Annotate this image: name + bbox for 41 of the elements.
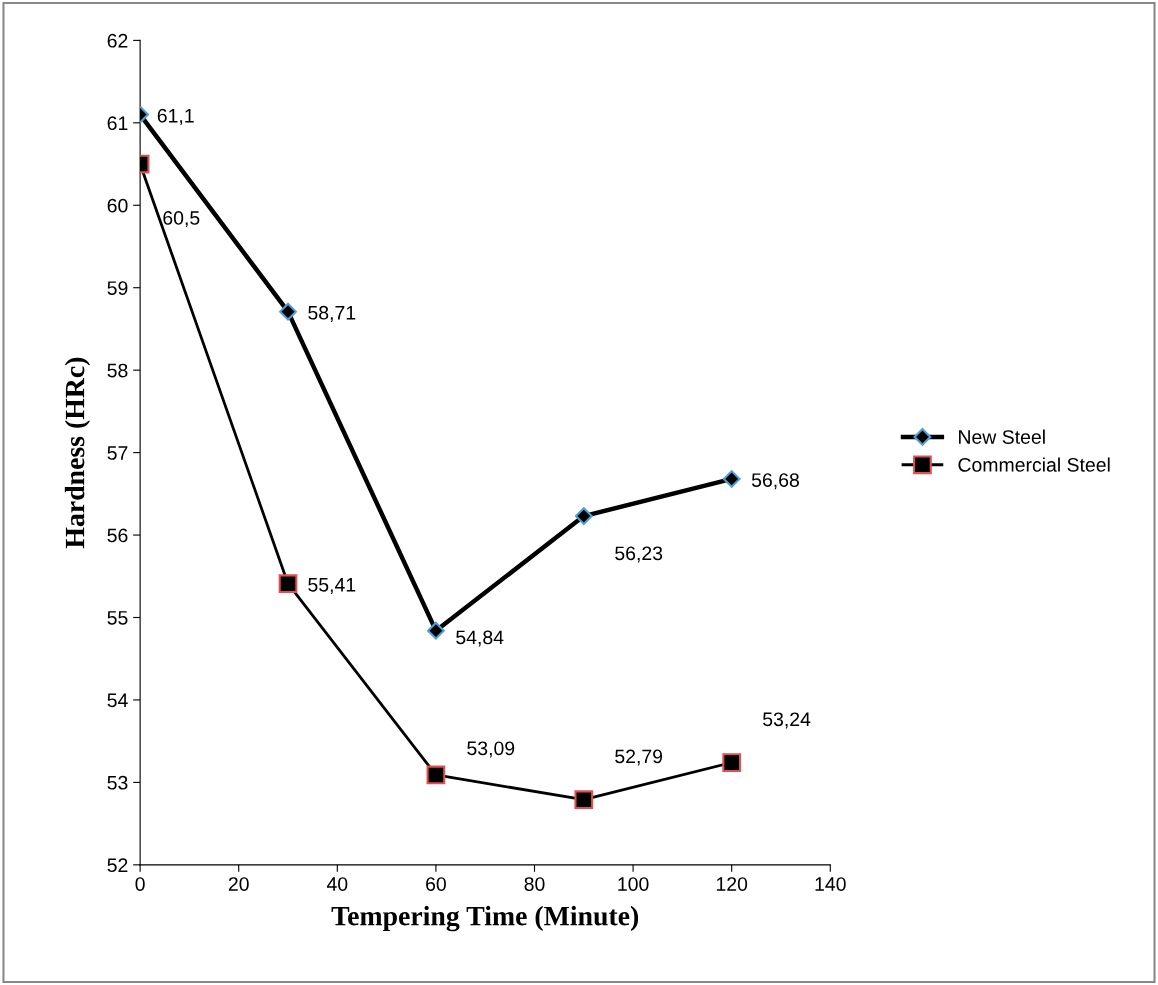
data-label: 56,68 <box>751 473 799 490</box>
point <box>278 574 298 594</box>
x-tick-label: 100 <box>618 877 649 891</box>
y-tick-label: 52 <box>107 858 128 873</box>
x-tick-label: 20 <box>228 877 249 891</box>
y-tick-label: 55 <box>107 611 128 625</box>
y-tick-label: 59 <box>107 281 128 295</box>
y-tick-label: 54 <box>107 693 128 708</box>
x-tick-label: 140 <box>815 877 846 891</box>
x-axis-title: Tempering Time (Minute) <box>331 905 639 932</box>
data-label: 58,71 <box>308 305 356 322</box>
data-label: 60,5 <box>163 211 200 228</box>
point <box>722 753 742 772</box>
y-tick-label: 57 <box>107 446 128 460</box>
x-tick-label: 0 <box>135 877 145 891</box>
point <box>722 470 741 488</box>
x-tick-label: 120 <box>716 877 748 891</box>
x-tick-label: 60 <box>426 877 446 891</box>
y-tick-label: 58 <box>107 363 128 378</box>
y-tick-label: 56 <box>107 528 128 543</box>
y-tick-label: 61 <box>107 116 128 131</box>
legend-label: New Steel <box>959 429 1045 444</box>
data-label: 54,84 <box>456 630 504 647</box>
legend-label: Commercial Steel <box>958 457 1110 472</box>
x-tick-label: 80 <box>524 877 545 891</box>
point <box>279 302 297 321</box>
point <box>574 507 593 525</box>
y-tick-label: 60 <box>107 198 128 213</box>
y-tick-label: 53 <box>107 775 128 790</box>
data-label: 53,09 <box>467 741 515 758</box>
data-label: 53,24 <box>763 712 811 729</box>
data-label: 56,23 <box>615 546 663 563</box>
y-axis-title: Hardness (HRc) <box>64 357 91 549</box>
x-tick-label: 40 <box>326 877 348 891</box>
y-tick-label: 62 <box>107 33 128 48</box>
point <box>426 765 446 785</box>
data-label: 61,1 <box>157 108 194 125</box>
data-label: 55,41 <box>308 578 356 594</box>
point <box>574 790 594 810</box>
data-label: 52,79 <box>615 749 663 766</box>
point <box>427 621 445 640</box>
